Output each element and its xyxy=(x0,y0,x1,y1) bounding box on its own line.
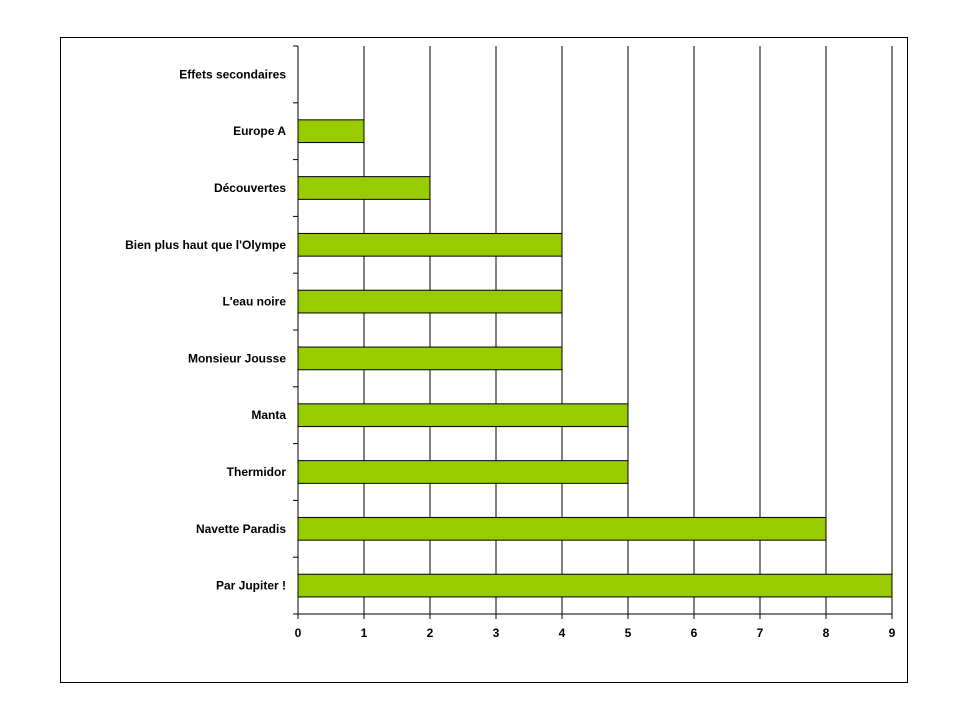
category-label: Europe A xyxy=(233,124,286,138)
bar xyxy=(297,516,827,541)
category-label: Découvertes xyxy=(214,181,286,195)
category-label: Monsieur Jousse xyxy=(188,351,286,365)
x-tick-label: 7 xyxy=(757,626,764,640)
x-tick-label: 3 xyxy=(493,626,500,640)
category-label: Bien plus haut que l'Olympe xyxy=(125,238,286,252)
category-label: Par Jupiter ! xyxy=(216,579,286,593)
bar xyxy=(297,176,431,200)
bar xyxy=(297,403,629,428)
bar xyxy=(297,460,629,484)
category-label: Thermidor xyxy=(227,465,287,479)
category-label: L'eau noire xyxy=(222,295,286,309)
tick-labels: 0 1 2 3 4 5 6 7 8 9 xyxy=(295,626,896,640)
x-tick-label: 1 xyxy=(361,626,368,640)
x-tick-label: 2 xyxy=(427,626,434,640)
category-label: Manta xyxy=(251,408,286,422)
x-tick-label: 6 xyxy=(691,626,698,640)
axes xyxy=(293,45,893,619)
category-label: Navette Paradis xyxy=(196,522,286,536)
bars xyxy=(297,119,893,598)
bar xyxy=(297,232,563,257)
x-tick-label: 5 xyxy=(625,626,632,640)
x-tick-label: 8 xyxy=(823,626,830,640)
bar xyxy=(297,346,563,371)
bar xyxy=(297,119,365,144)
bar xyxy=(297,289,563,314)
x-tick-label: 4 xyxy=(559,626,566,640)
category-labels: Effets secondaires Europe A Découvertes Bie… xyxy=(125,67,286,592)
x-tick-label: 0 xyxy=(295,626,302,640)
bar xyxy=(297,573,893,598)
category-label: Effets secondaires xyxy=(179,67,286,81)
x-tick-label: 9 xyxy=(889,626,896,640)
